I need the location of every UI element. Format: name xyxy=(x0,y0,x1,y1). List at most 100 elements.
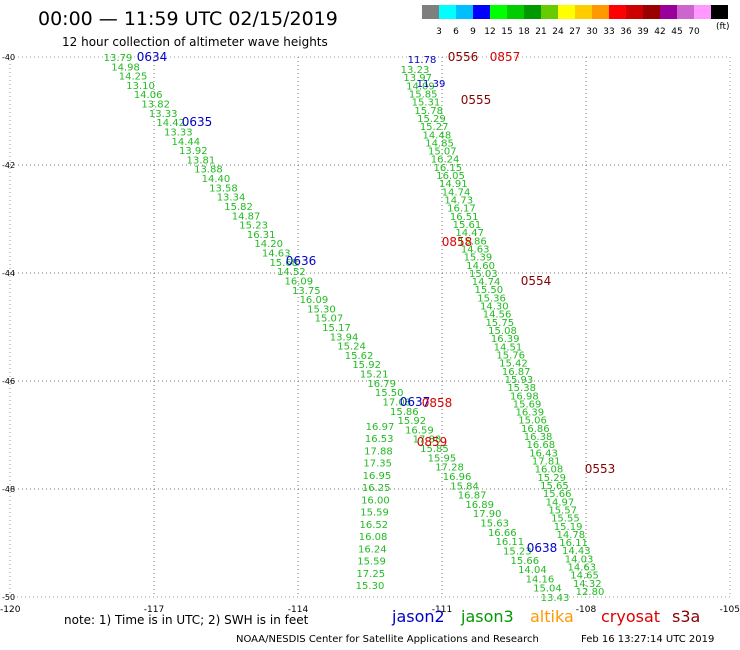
wave-height-value: 14.74 xyxy=(472,277,501,288)
wave-height-value: 16.09 xyxy=(300,295,329,306)
wave-height-value: 15.78 xyxy=(414,106,443,117)
wave-height-value: 16.89 xyxy=(465,500,494,511)
color-swatch xyxy=(456,5,473,19)
lat-tick-label: -46 xyxy=(2,377,15,386)
wave-height-value: 14.85 xyxy=(425,138,454,149)
wave-height-value: 15.59 xyxy=(357,557,386,568)
wave-height-value: 14.91 xyxy=(439,179,468,190)
wave-height-value: 14.32 xyxy=(573,579,602,590)
wave-height-value: 17.88 xyxy=(364,446,393,457)
wave-height-value: 15.92 xyxy=(398,416,427,427)
wave-height-value: 15.65 xyxy=(540,481,569,492)
color-swatch xyxy=(422,5,439,19)
color-swatch xyxy=(677,5,694,19)
wave-height-value: 15.95 xyxy=(428,453,457,464)
lon-tick-label: -117 xyxy=(144,605,164,615)
wave-height-value: 13.10 xyxy=(126,81,155,92)
lon-tick-label: -120 xyxy=(0,605,21,615)
color-swatch xyxy=(609,5,626,19)
color-scale-label: 30 xyxy=(586,27,598,37)
color-swatch xyxy=(439,5,456,19)
wave-height-value: 15.29 xyxy=(537,473,566,484)
wave-height-value: 14.56 xyxy=(483,310,512,321)
legend-jason3: jason3 xyxy=(461,607,514,626)
wave-height-value: 13.43 xyxy=(541,593,570,604)
wave-height-value: 16.11 xyxy=(559,538,588,549)
time-label: 0634 xyxy=(137,50,168,64)
lat-tick-label: -40 xyxy=(2,53,15,62)
wave-height-value: 15.68 xyxy=(269,258,298,269)
wave-height-value: 13.34 xyxy=(217,193,246,204)
wave-height-value: 16.39 xyxy=(491,334,520,345)
wave-height-value: 14.04 xyxy=(518,565,547,576)
wave-height-value: 16.51 xyxy=(450,212,479,223)
wave-height-value: 15.92 xyxy=(352,360,381,371)
color-swatch xyxy=(507,5,524,19)
wave-height-value: 16.53 xyxy=(365,434,394,445)
wave-height-value: 16.98 xyxy=(510,391,539,402)
wave-height-value: 14.20 xyxy=(254,239,283,250)
wave-height-value: 15.27 xyxy=(420,122,449,133)
time-label: 0556 xyxy=(448,50,479,64)
lat-tick-label: -44 xyxy=(2,269,15,278)
map-subtitle: 12 hour collection of altimeter wave hei… xyxy=(62,35,328,49)
wave-height-value: 15.93 xyxy=(505,375,534,386)
lat-tick-label: -48 xyxy=(2,485,15,494)
color-scale-label: 36 xyxy=(620,27,632,37)
wave-height-value: 15.36 xyxy=(477,293,506,304)
color-scale-label: 18 xyxy=(518,27,530,37)
wave-height-value: 15.59 xyxy=(360,508,389,519)
color-scale-label: 12 xyxy=(484,27,496,37)
wave-height-value: 15.50 xyxy=(375,388,404,399)
units-note: note: 1) Time is in UTC; 2) SWH is in fe… xyxy=(64,613,309,627)
wave-height-value: 15.06 xyxy=(518,416,547,427)
color-scale-label: 70 xyxy=(688,27,700,37)
wave-height-value: 14.44 xyxy=(171,137,200,148)
color-swatch xyxy=(711,5,728,19)
time-label: 0858 xyxy=(422,396,453,410)
wave-height-value: 16.52 xyxy=(360,520,389,531)
wave-height-value: 15.75 xyxy=(485,318,514,329)
wave-height-value: 15.86 xyxy=(458,236,487,247)
wave-height-value: 17.25 xyxy=(356,569,385,580)
wave-height-value: 16.39 xyxy=(516,408,545,419)
wave-height-value: 17.88 xyxy=(413,435,442,446)
wave-height-value: 14.16 xyxy=(526,574,555,585)
lon-tick-label: -111 xyxy=(432,605,452,615)
wave-height-value: 13.75 xyxy=(292,286,321,297)
wave-height-value: 15.38 xyxy=(507,383,536,394)
legend-s3a: s3a xyxy=(672,607,701,626)
wave-height-value: 11.78 xyxy=(408,55,437,66)
wave-height-value: 16.15 xyxy=(433,163,462,174)
wave-height-value: 15.31 xyxy=(412,98,441,109)
wave-height-value: 13.92 xyxy=(179,146,208,157)
map-title: 00:00 — 11:59 UTC 02/15/2019 xyxy=(38,8,338,30)
wave-height-value: 16.87 xyxy=(458,491,487,502)
color-scale-label: 42 xyxy=(654,27,666,37)
color-swatch xyxy=(626,5,643,19)
color-swatch xyxy=(575,5,592,19)
wave-height-value: 16.31 xyxy=(247,230,276,241)
wave-height-value: 16.00 xyxy=(361,495,390,506)
wave-height-value: 13.79 xyxy=(104,53,133,64)
color-swatch xyxy=(558,5,575,19)
time-label: 0859 xyxy=(417,435,448,449)
wave-height-value: 16.86 xyxy=(521,424,550,435)
color-swatch xyxy=(490,5,507,19)
wave-height-value: 14.48 xyxy=(423,130,452,141)
wave-height-value: 16.59 xyxy=(405,425,434,436)
color-scale-label: 3 xyxy=(436,27,442,37)
wave-height-value: 16.79 xyxy=(367,379,396,390)
wave-height-value: 14.30 xyxy=(480,302,509,313)
wave-height-value: 13.33 xyxy=(164,127,193,138)
wave-height-value: 14.25 xyxy=(119,72,148,83)
wave-height-value: 15.86 xyxy=(390,407,419,418)
wave-height-value: 14.97 xyxy=(546,497,575,508)
color-swatch xyxy=(592,5,609,19)
wave-height-value: 17.81 xyxy=(532,457,561,468)
wave-height-value: 14.42 xyxy=(156,118,185,129)
color-scale-label: 6 xyxy=(453,27,459,37)
wave-height-value: 16.68 xyxy=(526,440,555,451)
wave-height-value: 15.23 xyxy=(239,221,268,232)
map-frame xyxy=(9,56,731,598)
